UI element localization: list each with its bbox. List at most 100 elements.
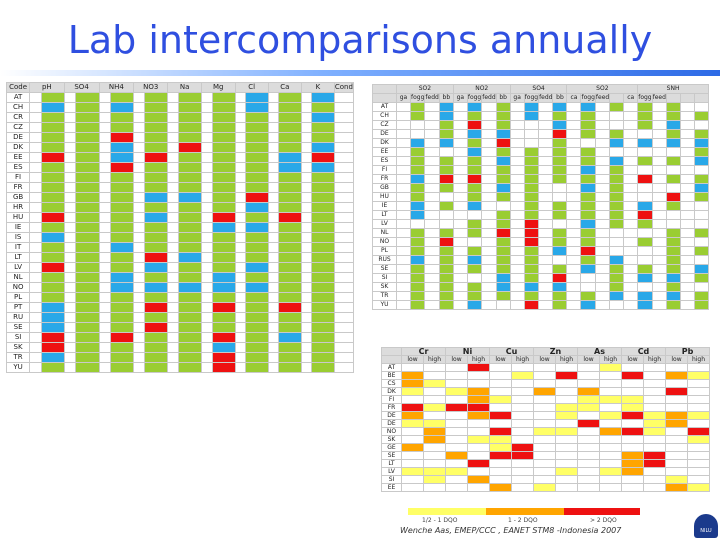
value-cell: [63, 242, 77, 253]
grade-cell: [75, 352, 100, 363]
column-header: NH4: [98, 82, 135, 93]
top-right-results-table-panel: SO2 NO2 SO4 SO2 SNH ga fogg fedd bb ga fogg fedd bb g…: [372, 84, 714, 338]
grade-cell: [211, 292, 236, 303]
value-cell: [566, 300, 582, 310]
grade-cell: [109, 222, 135, 233]
value-cell: [234, 302, 247, 313]
grade-cell: [665, 174, 681, 184]
grade-cell: [609, 246, 625, 256]
grade-cell: [278, 202, 303, 213]
value-cell: [594, 192, 611, 202]
table-row: GB: [372, 183, 709, 193]
grade-cell: [211, 262, 236, 273]
grade-cell: [245, 242, 269, 253]
grade-cell: [75, 342, 100, 353]
grade-cell: [533, 379, 556, 388]
grade-cell: [599, 395, 622, 404]
grade-cell: [278, 102, 303, 113]
grade-cell: [665, 395, 688, 404]
grade-cell: [609, 237, 625, 247]
grade-cell: [401, 435, 424, 444]
table-row: YU: [372, 300, 709, 310]
grade-cell: [552, 129, 568, 139]
row-code: HU: [6, 212, 31, 223]
grade-cell: [40, 112, 65, 123]
row-code: DE: [6, 132, 31, 143]
grade-cell: [609, 255, 625, 265]
table-row: FI: [6, 172, 354, 183]
value-cell: [98, 252, 111, 263]
sub-header: [665, 93, 681, 103]
grade-cell: [609, 174, 625, 184]
grade-cell: [495, 120, 511, 130]
value-cell: [651, 228, 667, 238]
value-cell: [301, 352, 313, 363]
grade-cell: [438, 219, 454, 229]
grade-cell: [75, 252, 100, 263]
grade-cell: [599, 467, 622, 476]
grade-cell: [621, 411, 644, 420]
grade-cell: [665, 451, 688, 460]
grade-cell: [552, 102, 568, 112]
grade-cell: [665, 403, 688, 412]
value-cell: [63, 132, 77, 143]
value-cell: [267, 352, 280, 363]
grade-cell: [693, 273, 709, 283]
value-cell: [623, 192, 639, 202]
grade-cell: [75, 282, 100, 293]
value-cell: [566, 255, 582, 265]
row-code: TR: [6, 352, 31, 363]
value-cell: [333, 202, 354, 213]
grade-cell: [533, 395, 556, 404]
sub-header: high: [687, 355, 710, 364]
value-cell: [594, 237, 611, 247]
grade-cell: [687, 475, 710, 484]
value-cell: [333, 342, 354, 353]
grade-cell: [75, 142, 100, 153]
grade-cell: [40, 302, 65, 313]
grade-cell: [245, 352, 269, 363]
value-cell: [167, 272, 180, 283]
grade-cell: [109, 362, 135, 373]
grade-cell: [245, 322, 269, 333]
value-cell: [509, 192, 525, 202]
grade-cell: [178, 162, 202, 173]
value-cell: [98, 212, 111, 223]
grade-cell: [489, 419, 512, 428]
grade-cell: [687, 419, 710, 428]
grade-cell: [555, 411, 578, 420]
grade-cell: [637, 273, 653, 283]
value-cell: [167, 152, 180, 163]
grade-cell: [665, 201, 681, 211]
grade-cell: [511, 387, 534, 396]
value-cell: [98, 112, 111, 123]
grade-cell: [580, 129, 596, 139]
table-row: CH: [372, 111, 709, 121]
value-cell: [538, 264, 554, 274]
grade-cell: [580, 219, 596, 229]
value-cell: [63, 222, 77, 233]
grade-cell: [577, 371, 600, 380]
value-cell: [200, 302, 213, 313]
value-cell: [133, 232, 145, 243]
grade-cell: [621, 419, 644, 428]
grade-cell: [245, 342, 269, 353]
value-cell: [651, 147, 667, 157]
value-cell: [424, 156, 440, 166]
table-row: SE: [372, 264, 709, 274]
grade-cell: [278, 302, 303, 313]
grade-cell: [511, 403, 534, 412]
value-cell: [333, 272, 354, 283]
grade-cell: [143, 282, 169, 293]
grade-cell: [552, 228, 568, 238]
value-cell: [679, 219, 695, 229]
grade-cell: [637, 156, 653, 166]
value-cell: [29, 252, 42, 263]
grade-cell: [311, 272, 335, 283]
grade-cell: [687, 427, 710, 436]
grade-cell: [143, 92, 169, 103]
grade-cell: [693, 201, 709, 211]
grade-cell: [211, 272, 236, 283]
table-row: AT: [381, 363, 710, 372]
value-cell: [267, 282, 280, 293]
